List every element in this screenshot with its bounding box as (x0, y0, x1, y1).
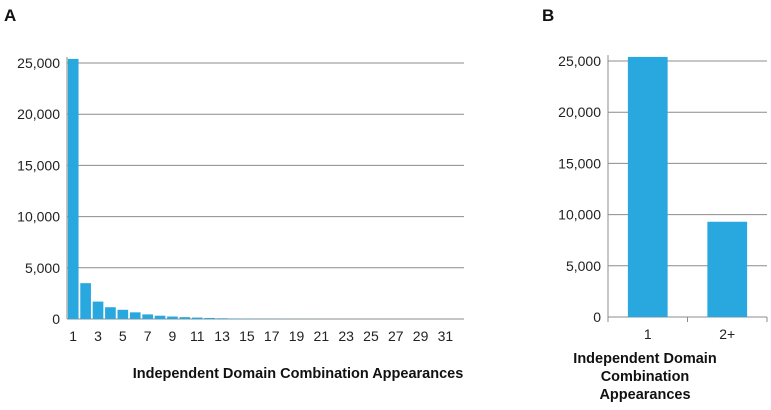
chart-a-x-tick-label: 29 (413, 328, 429, 344)
chart-a-x-tick-label: 11 (190, 328, 205, 344)
chart-b-y-tick-label: 0 (593, 309, 601, 325)
chart-a-bar (129, 312, 141, 319)
chart-a-x-tick-label: 9 (169, 328, 177, 344)
chart-b-y-tick-label: 10,000 (558, 207, 601, 223)
chart-b-x-tick-label: 1 (644, 326, 652, 342)
chart-a-x-tick-label: 5 (119, 328, 127, 344)
chart-a-bar (67, 58, 79, 320)
chart-a-x-tick-label: 21 (314, 328, 330, 344)
chart-a-x-tick-label: 25 (363, 328, 379, 344)
chart-a-bar (191, 317, 203, 319)
chart-a-x-tick-label: 7 (144, 328, 152, 344)
chart-a-y-tick-label: 20,000 (17, 106, 60, 122)
chart-b-x-tick-label: 2+ (719, 326, 735, 342)
chart-a-x-axis-title: Independent Domain Combination Appearanc… (133, 366, 464, 382)
panel-b-letter: B (542, 6, 554, 25)
chart-a-x-tick-label: 31 (438, 328, 454, 344)
chart-a-y-tick-label: 15,000 (17, 157, 60, 173)
chart-b-y-tick-label: 5,000 (566, 258, 601, 274)
chart-a-bar (154, 315, 166, 319)
chart-a-bar (105, 307, 116, 319)
chart-b-bar (707, 221, 748, 317)
chart-a-bar (204, 317, 216, 319)
chart-a-bar (92, 301, 104, 319)
chart-a-bar (167, 316, 178, 319)
chart-b-x-axis-title-line-1: Independent Domain (573, 351, 716, 367)
chart-b-x-axis-title: Independent Domain Combination Appearanc… (573, 351, 716, 403)
chart-a-bar (179, 317, 191, 319)
chart-b-x-axis-title-line-2: Combination (601, 369, 690, 385)
chart-b-x-axis-title-line-3: Appearances (599, 387, 690, 403)
chart-a-x-tick-label: 1 (69, 328, 77, 344)
chart-a-x-tick-label: 3 (94, 328, 102, 344)
chart-a-bar (229, 318, 240, 319)
chart-b-y-tick-label: 15,000 (558, 155, 601, 171)
chart-a-bar (142, 314, 153, 319)
chart-a-y-tick-label: 10,000 (17, 209, 60, 225)
chart-b-y-tick-label: 25,000 (558, 53, 601, 69)
chart-b: 0 5,000 10,000 15,000 20,000 25,000 1 2+ (558, 53, 768, 342)
chart-b-bar (627, 56, 668, 318)
panel-a-letter: A (4, 6, 16, 25)
chart-a-x-tick-label: 17 (264, 328, 280, 344)
chart-a-x-tick-label: 27 (388, 328, 404, 344)
chart-a-bar (80, 283, 91, 319)
chart-a-x-tick-label: 15 (239, 328, 255, 344)
chart-a-x-tick-label: 23 (338, 328, 354, 344)
chart-b-y-tick-label: 20,000 (558, 104, 601, 120)
chart-a-y-tick-label: 25,000 (17, 55, 60, 71)
chart-a-y-tick-label: 5,000 (25, 260, 60, 276)
chart-a-x-tick-label: 13 (214, 328, 230, 344)
chart-a-y-tick-label: 0 (52, 311, 60, 327)
chart-a-bar (117, 309, 129, 319)
chart-a-x-tick-label: 19 (289, 328, 305, 344)
chart-a-bar (216, 318, 228, 319)
